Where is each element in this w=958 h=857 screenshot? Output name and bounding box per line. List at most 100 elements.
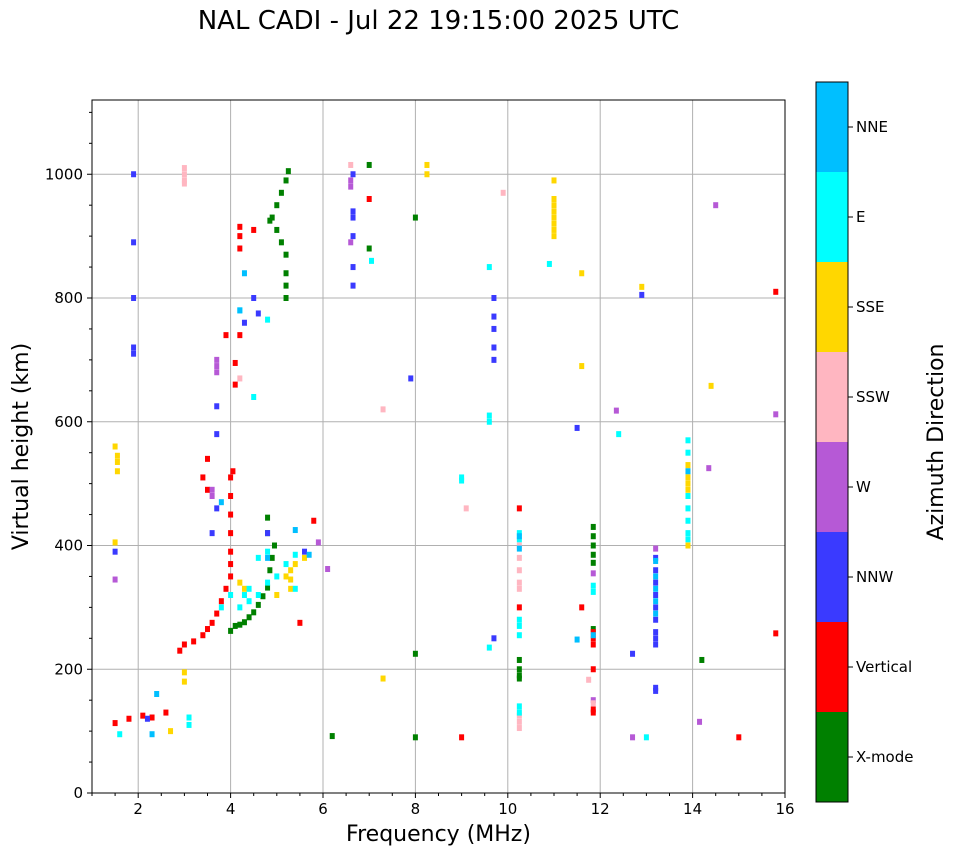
data-point	[283, 573, 289, 580]
data-point	[546, 260, 552, 267]
data-point	[241, 319, 247, 326]
data-point	[551, 196, 557, 202]
y-tick-label: 1000	[45, 165, 83, 183]
data-point	[516, 579, 522, 586]
data-point	[653, 585, 659, 592]
data-point	[551, 233, 557, 240]
colorbar-segment	[816, 442, 848, 532]
data-point	[590, 626, 596, 633]
data-point	[630, 734, 636, 741]
data-point	[302, 554, 308, 561]
data-point	[237, 579, 243, 586]
data-point	[697, 718, 703, 725]
data-point	[186, 714, 192, 721]
data-point	[251, 295, 257, 301]
data-point	[516, 703, 522, 710]
data-point	[348, 161, 354, 168]
data-points	[112, 161, 779, 741]
data-point	[586, 676, 592, 683]
colorbar: X-mode Vertical NNW W SSW SSE E NNE	[815, 81, 913, 803]
data-point	[209, 493, 215, 499]
data-point	[551, 214, 557, 221]
data-point	[500, 189, 506, 196]
chart-title: NAL CADI - Jul 22 19:15:00 2025 UTC	[197, 6, 680, 36]
data-point	[348, 177, 354, 184]
data-point	[350, 208, 356, 215]
data-point	[350, 264, 356, 271]
data-point	[265, 548, 271, 555]
data-point	[653, 567, 659, 574]
data-point	[218, 598, 224, 605]
data-point	[278, 239, 284, 246]
data-point	[685, 480, 691, 487]
data-point	[255, 554, 261, 561]
data-point	[463, 505, 469, 512]
data-point	[251, 609, 257, 616]
data-point	[205, 455, 210, 462]
data-point	[241, 270, 247, 277]
data-point	[223, 332, 229, 339]
y-tick-label: 800	[54, 289, 83, 307]
data-point	[516, 725, 522, 732]
y-tick-label: 400	[54, 537, 83, 555]
data-point	[255, 592, 261, 598]
data-point	[516, 666, 522, 673]
data-point	[653, 579, 659, 586]
colorbar-tick-label: X-mode	[856, 748, 913, 766]
data-point	[306, 551, 312, 558]
data-point	[773, 411, 779, 418]
data-point	[348, 239, 354, 246]
data-point	[708, 382, 714, 389]
data-point	[685, 486, 691, 493]
x-tick-label: 6	[318, 800, 328, 818]
colorbar-tick-label: E	[856, 208, 865, 226]
data-point	[209, 530, 215, 537]
data-point	[685, 530, 691, 537]
data-point	[713, 202, 719, 209]
x-axis-label: Frequency (MHz)	[346, 822, 531, 847]
data-point	[241, 585, 247, 592]
colorbar-frame	[815, 81, 849, 803]
data-point	[181, 180, 187, 187]
data-point	[516, 616, 522, 623]
data-point	[114, 468, 120, 475]
data-point	[265, 530, 271, 537]
data-point	[302, 548, 308, 555]
data-point	[260, 593, 266, 600]
data-point	[643, 734, 649, 741]
x-tick-label: 2	[133, 800, 143, 818]
data-point	[685, 542, 691, 549]
data-point	[283, 251, 289, 258]
data-point	[653, 616, 659, 623]
data-point	[269, 554, 275, 561]
data-point	[168, 728, 174, 735]
colorbar-segment	[816, 532, 848, 622]
data-point	[267, 567, 273, 574]
data-point	[613, 407, 619, 414]
data-point	[653, 610, 659, 617]
data-point	[516, 542, 522, 549]
x-tick-label: 10	[498, 800, 517, 818]
data-point	[350, 214, 356, 221]
data-point	[269, 214, 275, 221]
colorbar-segment	[816, 712, 848, 802]
data-point	[112, 720, 118, 727]
data-point	[163, 709, 169, 716]
data-point	[232, 381, 238, 388]
data-point	[653, 629, 659, 636]
data-point	[265, 316, 271, 323]
data-point	[311, 517, 317, 524]
data-point	[551, 226, 557, 233]
y-axis: 0 200 400 600 800 1000	[45, 111, 92, 802]
y-tick-label: 200	[54, 660, 83, 678]
data-point	[200, 474, 206, 481]
data-point	[590, 533, 596, 540]
data-point	[205, 626, 210, 633]
data-point	[486, 412, 492, 419]
data-point	[228, 573, 234, 580]
data-point	[350, 282, 356, 289]
data-point	[181, 171, 187, 178]
data-point	[181, 641, 187, 648]
data-point	[112, 548, 118, 555]
data-point	[590, 641, 596, 648]
